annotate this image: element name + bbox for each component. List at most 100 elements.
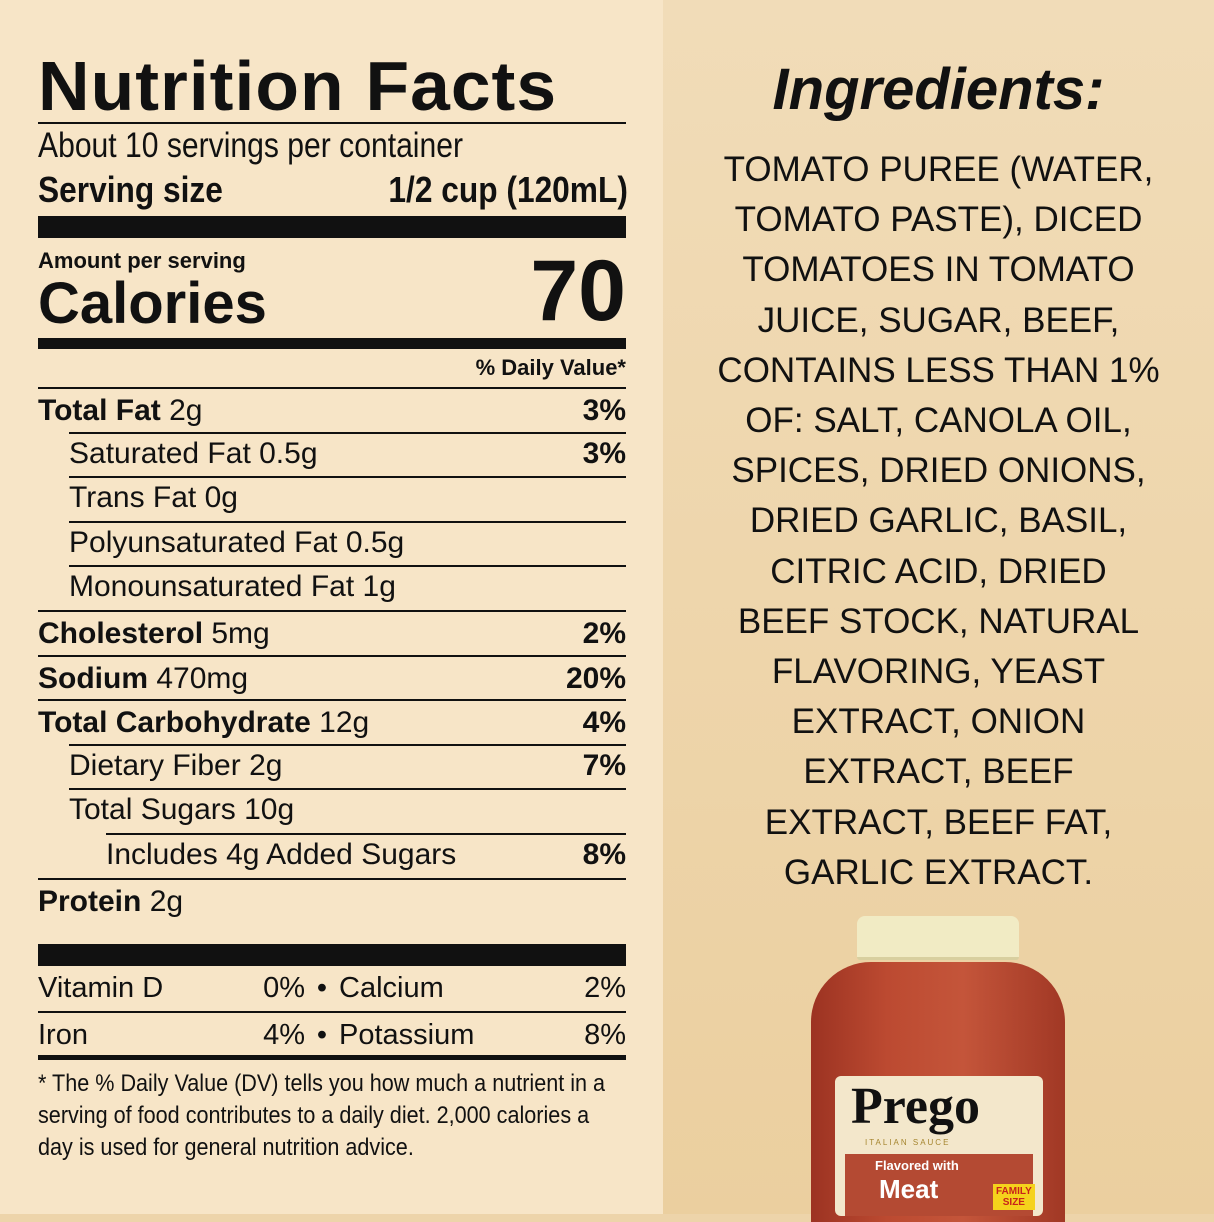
nutrient-dv: 7% xyxy=(582,748,626,782)
nutrient-name: Cholesterol xyxy=(38,616,204,650)
ingredient-line: EXTRACT, BEEF xyxy=(803,752,1074,792)
jar-subtitle: ITALIAN SAUCE xyxy=(865,1138,951,1147)
nutrient-amount: 0g xyxy=(204,481,238,515)
divider xyxy=(38,122,626,124)
nutrient-row: Cholesterol 5mg 2% xyxy=(38,609,626,655)
nutrient-row: Polyunsaturated Fat 0.5g xyxy=(38,520,626,566)
nutrient-amount: 0.5g xyxy=(259,436,318,470)
nutrient-name: Includes 4g Added Sugars xyxy=(106,837,457,871)
calories-label: Calories xyxy=(38,271,267,336)
ingredient-line: TOMATO PASTE), DICED xyxy=(734,200,1143,240)
vitamin-row: Iron 4% • Potassium 8% xyxy=(38,1010,626,1056)
nutrient-amount: 10g xyxy=(244,793,295,827)
nutrient-amount: 12g xyxy=(319,706,370,740)
nutrient-amount: 470mg xyxy=(156,661,249,695)
nutrient-name: Saturated Fat xyxy=(69,436,251,470)
jar-flavor: Flavored with xyxy=(875,1158,959,1173)
ingredient-line: CITRIC ACID, DRIED xyxy=(770,551,1107,591)
nutrient-name: Monounsaturated Fat xyxy=(69,570,355,604)
ingredient-line: OF: SALT, CANOLA OIL, xyxy=(745,401,1132,441)
jar-cap xyxy=(857,916,1019,960)
badge-line: FAMILY xyxy=(996,1186,1032,1197)
ingredient-line: TOMATOES IN TOMATO xyxy=(742,250,1135,290)
servings-per-container: About 10 servings per container xyxy=(38,126,464,165)
vitamin-name: Vitamin D xyxy=(38,972,164,1005)
amount-per-serving: Amount per serving xyxy=(38,248,246,273)
nutrient-name: Total Sugars xyxy=(69,793,236,827)
nutrient-row: Sodium 470mg 20% xyxy=(38,654,626,700)
calories-value: 70 xyxy=(530,243,626,339)
nutrient-name: Protein xyxy=(38,884,142,918)
footnote: * The % Daily Value (DV) tells you how m… xyxy=(38,1070,606,1162)
ingredient-line: SPICES, DRIED ONIONS, xyxy=(731,451,1146,491)
nutrient-dv: 20% xyxy=(565,661,626,695)
nutrition-title: Nutrition Facts xyxy=(38,47,558,125)
nutrient-amount: 2g xyxy=(149,884,184,918)
calories-left: Amount per serving Calories xyxy=(38,248,267,334)
nutrition-facts-label: Nutrition Facts About 10 servings per co… xyxy=(38,50,628,1164)
nutrient-amount: 2g xyxy=(169,394,203,427)
nutrient-name: Sodium xyxy=(38,661,148,695)
nutrient-row: Dietary Fiber 2g 7% xyxy=(38,743,626,789)
nutrient-row: Monounsaturated Fat 1g xyxy=(38,565,626,610)
daily-value-header: % Daily Value* xyxy=(475,355,626,380)
nutrient-name: Total Carbohydrate xyxy=(38,706,311,740)
serving-size: Serving size 1/2 cup (120mL) xyxy=(38,168,628,212)
ingredient-line: EXTRACT, ONION xyxy=(791,702,1086,742)
ingredient-line: JUICE, SUGAR, BEEF, xyxy=(757,300,1120,340)
vitamin-dv: 4% xyxy=(263,1018,305,1051)
family-size-badge: FAMILY SIZE xyxy=(993,1184,1035,1210)
nutrient-row: Total Sugars 10g xyxy=(38,788,626,833)
ingredient-line: DRIED GARLIC, BASIL, xyxy=(749,501,1128,541)
vitamin-rows: Vitamin D 0% • Calcium 2% Iron 4% • Potassium 8% xyxy=(38,966,626,1055)
ingredients-list: TOMATO PUREE (WATER, TOMATO PASTE), DICED… xyxy=(663,145,1214,898)
ingredient-line: GARLIC EXTRACT. xyxy=(783,852,1094,892)
nutrient-row: Protein 2g xyxy=(38,877,626,923)
ingredient-line: BEEF STOCK, NATURAL xyxy=(737,601,1140,641)
brand-logo: Prego xyxy=(851,1078,980,1135)
bullet-separator: • xyxy=(316,972,328,1005)
vitamin-dv: 0% xyxy=(263,972,305,1005)
nutrient-row: Total Carbohydrate 12g 4% xyxy=(38,699,626,744)
thick-divider xyxy=(38,338,626,349)
vitamin-row: Vitamin D 0% • Calcium 2% xyxy=(38,966,626,1011)
calories-row: Amount per serving Calories 70 xyxy=(38,244,626,334)
vitamin-dv: 2% xyxy=(584,972,626,1005)
divider xyxy=(38,1055,626,1061)
ingredient-line: CONTAINS LESS THAN 1% xyxy=(717,350,1160,390)
thick-divider xyxy=(38,944,626,967)
nutrient-name: Polyunsaturated Fat xyxy=(69,525,338,559)
nutrient-dv: 3% xyxy=(582,436,626,470)
thick-divider xyxy=(38,216,626,238)
nutrient-name: Dietary Fiber xyxy=(69,748,241,782)
ingredient-line: FLAVORING, YEAST xyxy=(771,652,1106,692)
nutrient-row: Saturated Fat 0.5g 3% xyxy=(38,431,626,477)
serving-size-label: Serving size xyxy=(38,169,223,210)
nutrient-name: Trans Fat xyxy=(69,481,197,515)
ingredient-line: EXTRACT, BEEF FAT, xyxy=(764,802,1113,842)
nutrient-row: Total Fat 2g 3% xyxy=(38,387,626,432)
badge-line: SIZE xyxy=(1002,1197,1025,1208)
nutrient-amount: 1g xyxy=(362,570,396,604)
nutrient-dv: 2% xyxy=(582,616,626,650)
nutrient-amount: 0.5g xyxy=(345,525,405,559)
nutrient-dv: 3% xyxy=(582,394,626,427)
vitamin-name: Iron xyxy=(38,1018,88,1051)
nutrient-name: Total Fat xyxy=(38,394,161,427)
nutrient-amount: 5mg xyxy=(211,616,270,650)
nutrient-amount: 2g xyxy=(249,748,283,782)
nutrient-rows: Total Fat 2g 3% Saturated Fat 0.5g 3% Trans … xyxy=(38,387,626,922)
nutrient-dv: 4% xyxy=(582,706,626,740)
ingredients-title: Ingredients: xyxy=(772,57,1105,122)
nutrient-dv: 8% xyxy=(582,837,626,871)
serving-size-value: 1/2 cup (120mL) xyxy=(388,169,628,210)
vitamin-name: Calcium xyxy=(339,972,444,1005)
ingredient-line: TOMATO PUREE (WATER, xyxy=(723,150,1154,189)
nutrient-row: Includes 4g Added Sugars 8% xyxy=(38,832,626,878)
jar-flavor-main: Meat xyxy=(879,1174,939,1204)
vitamin-name: Potassium xyxy=(339,1018,475,1051)
ingredients: Ingredients: TOMATO PUREE (WATER, TOMATO … xyxy=(663,55,1214,898)
vitamin-dv: 8% xyxy=(584,1018,626,1051)
jar-label: Prego ITALIAN SAUCE Flavored with Meat F… xyxy=(835,1076,1043,1216)
nutrient-row: Trans Fat 0g xyxy=(38,476,626,521)
